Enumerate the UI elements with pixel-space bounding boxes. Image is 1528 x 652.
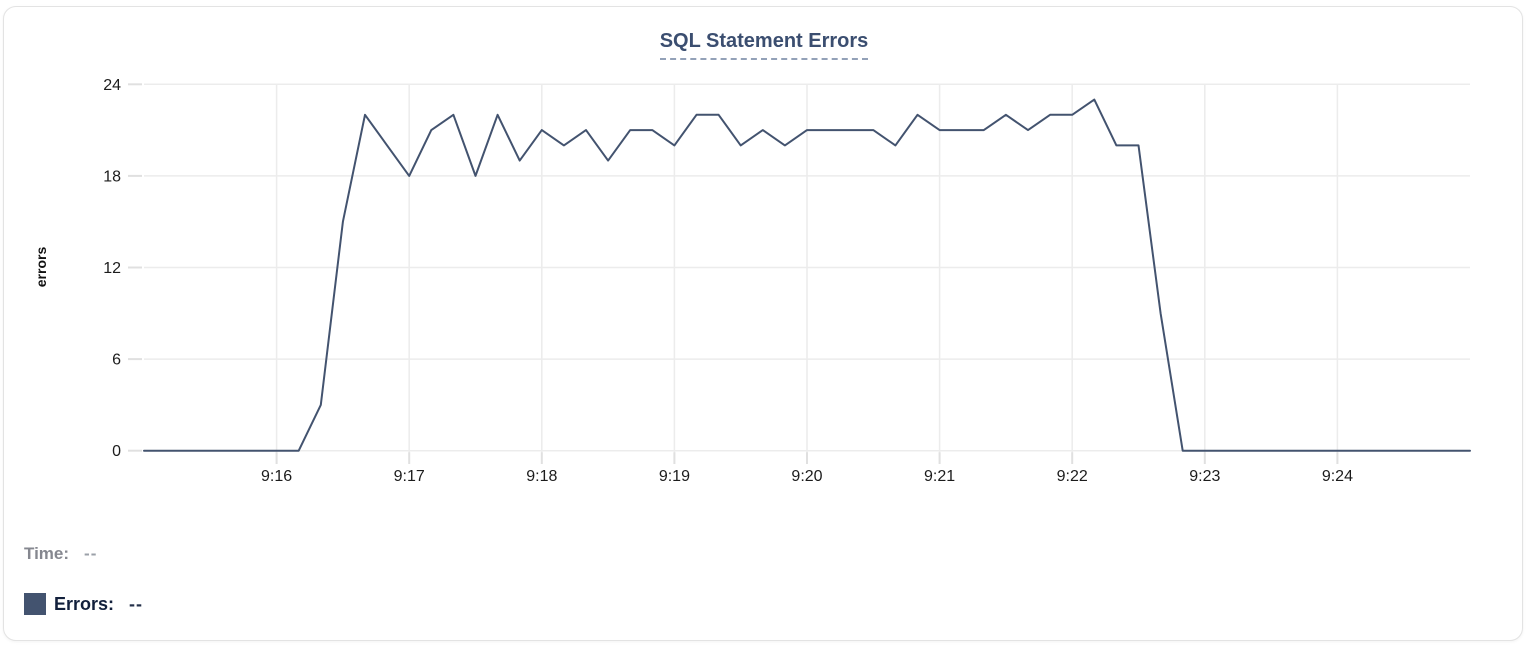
errors-legend-label: Errors: [54,593,115,614]
y-tick-label: 24 [103,77,121,94]
x-tick-label: 9:19 [659,468,690,485]
time-readout-label: Time: [24,544,70,563]
chart-title-row: SQL Statement Errors [0,30,1528,60]
y-tick-label: 18 [103,168,121,185]
y-tick-label: 6 [112,352,121,369]
x-tick-label: 9:21 [924,468,955,485]
y-tick-label: 0 [112,443,121,460]
errors-legend-item[interactable]: Errors: -- [24,593,143,615]
errors-series-line [143,98,1471,452]
y-tick-label: 12 [103,260,121,277]
x-tick-label: 9:18 [526,468,557,485]
chart-card [3,6,1523,641]
y-axis-label: errors [33,247,49,288]
x-tick-label: 9:23 [1189,468,1220,485]
x-tick-label: 9:22 [1057,468,1088,485]
time-readout: Time: -- [24,543,97,565]
time-readout-value: -- [84,544,98,563]
x-tick-label: 9:20 [791,468,822,485]
x-tick-label: 9:17 [394,468,425,485]
chart-title[interactable]: SQL Statement Errors [659,30,869,60]
x-tick-label: 9:24 [1322,468,1353,485]
errors-legend-value: -- [129,593,144,614]
errors-legend-swatch[interactable] [24,593,46,615]
x-tick-label: 9:16 [261,468,292,485]
